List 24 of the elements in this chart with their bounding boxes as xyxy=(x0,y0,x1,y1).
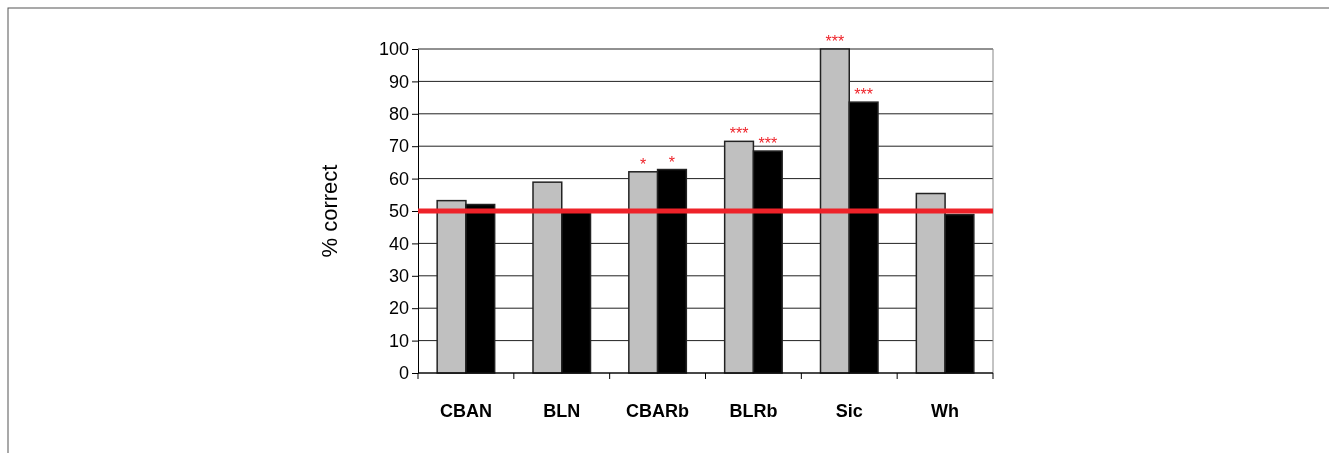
y-tick-label: 60 xyxy=(388,168,409,189)
data-label: *** xyxy=(758,135,778,153)
data-label: * xyxy=(640,155,647,173)
y-axis-title: % correct xyxy=(317,164,342,258)
data-label: *** xyxy=(729,125,749,143)
y-tick-label: 40 xyxy=(388,233,409,254)
x-tick-label: CBARb xyxy=(626,401,690,421)
y-tick-label: 30 xyxy=(388,266,409,287)
x-tick-label: Sic xyxy=(835,401,863,421)
y-tick-label: 100 xyxy=(378,39,409,60)
x-tick-label: Wh xyxy=(931,401,960,421)
x-tick-label: BLRb xyxy=(729,401,778,421)
y-tick-label: 0 xyxy=(398,363,409,384)
data-label: *** xyxy=(825,33,845,50)
y-tick-label: 90 xyxy=(388,71,409,92)
data-label: * xyxy=(668,153,676,171)
x-tick-label: CBAN xyxy=(439,401,492,421)
x-tick-label: BLN xyxy=(543,401,581,421)
data-label: *** xyxy=(854,86,873,104)
y-tick-label: 20 xyxy=(388,298,409,319)
y-tick-label: 70 xyxy=(388,136,409,157)
y-tick-label: 10 xyxy=(388,330,409,351)
y-tick-label: 50 xyxy=(388,201,409,222)
y-tick-label: 80 xyxy=(388,104,409,125)
